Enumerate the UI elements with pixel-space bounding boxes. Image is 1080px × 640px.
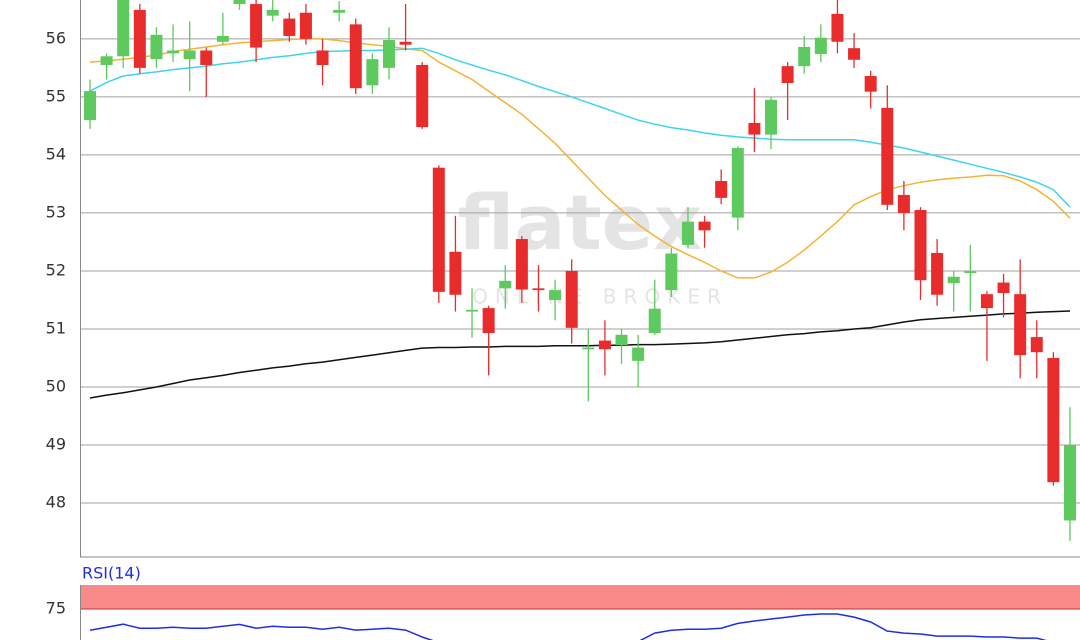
- candle-body: [233, 0, 246, 5]
- candle-body: [964, 271, 977, 274]
- candle-body: [731, 147, 744, 218]
- candle-body: [914, 210, 927, 281]
- candle-body: [1063, 445, 1076, 521]
- candle-body: [715, 181, 728, 198]
- candle-body: [216, 35, 229, 42]
- y-tick-label: 49: [46, 435, 66, 454]
- candle-body: [665, 253, 678, 291]
- candle-body: [549, 290, 562, 300]
- candle-body: [765, 99, 778, 135]
- candle-body: [250, 4, 263, 48]
- candle-body: [150, 34, 163, 60]
- line-series: [89, 310, 1071, 399]
- candle-body: [748, 123, 761, 135]
- candle-body: [798, 46, 811, 67]
- y-tick-label: 54: [46, 144, 66, 163]
- candle-body: [681, 221, 694, 245]
- candle-body: [117, 0, 130, 57]
- candle-body: [183, 50, 196, 60]
- candle-body: [200, 50, 213, 65]
- y-tick-label: 55: [46, 86, 66, 105]
- candle-body: [598, 340, 611, 350]
- candle-body: [266, 9, 279, 16]
- candle-body: [864, 76, 877, 92]
- y-tick-label: 48: [46, 493, 66, 512]
- candle-body: [881, 107, 894, 205]
- candle-body: [1014, 294, 1027, 356]
- candle-body: [432, 167, 445, 292]
- candle-body: [299, 12, 312, 39]
- candle-body: [167, 50, 180, 54]
- line-series: [89, 613, 1070, 640]
- candle-body: [848, 48, 861, 60]
- candle-body: [399, 41, 412, 45]
- candle-body: [781, 66, 794, 83]
- candle-body: [1030, 337, 1043, 353]
- candle-body: [648, 308, 661, 334]
- candle-body: [532, 288, 545, 291]
- candle-body: [980, 294, 993, 309]
- candle-body: [831, 13, 844, 42]
- candle-body: [349, 24, 362, 89]
- candle-body: [814, 37, 827, 54]
- y-tick-label: 50: [46, 376, 66, 395]
- tick-labels: 48 49 50 51 52 53 54 55 56 75: [46, 28, 66, 617]
- rsi-title: RSI(14): [82, 564, 141, 583]
- main-plot: [81, 0, 1080, 541]
- candle-body: [84, 91, 96, 121]
- candle-body: [366, 59, 379, 86]
- rsi-band: [81, 585, 1080, 609]
- candle-body: [100, 56, 113, 65]
- candle-body: [897, 194, 910, 213]
- candle-body: [997, 282, 1010, 294]
- candle-body: [947, 276, 960, 284]
- candle-body: [449, 251, 462, 295]
- rsi-plot: [81, 585, 1080, 640]
- candle-body: [698, 221, 711, 231]
- watermark: flatex: [458, 178, 703, 267]
- plot-frame: [80, 0, 1080, 558]
- candle-body: [582, 347, 595, 350]
- line-series: [89, 47, 1071, 208]
- candle-body: [283, 18, 296, 36]
- candle-body: [133, 9, 146, 68]
- candle-body: [499, 280, 512, 289]
- candle-body: [382, 40, 395, 68]
- y-tick-label: 75: [46, 598, 66, 617]
- candle-body: [1047, 357, 1060, 483]
- candle-body: [565, 270, 578, 328]
- candle-body: [466, 309, 479, 312]
- y-tick-label: 56: [46, 28, 66, 47]
- y-tick-label: 53: [46, 202, 66, 221]
- watermark-subtitle: ONLINE BROKER: [472, 285, 728, 309]
- candle-body: [482, 308, 495, 334]
- candle-body: [615, 334, 628, 346]
- candle-body: [316, 50, 329, 65]
- candle-body: [416, 64, 429, 128]
- y-tick-label: 52: [46, 260, 66, 279]
- candle-body: [931, 252, 944, 295]
- candle-body: [515, 239, 528, 290]
- y-tick-label: 51: [46, 318, 66, 337]
- candle-body: [632, 347, 645, 361]
- candle-body: [333, 9, 346, 13]
